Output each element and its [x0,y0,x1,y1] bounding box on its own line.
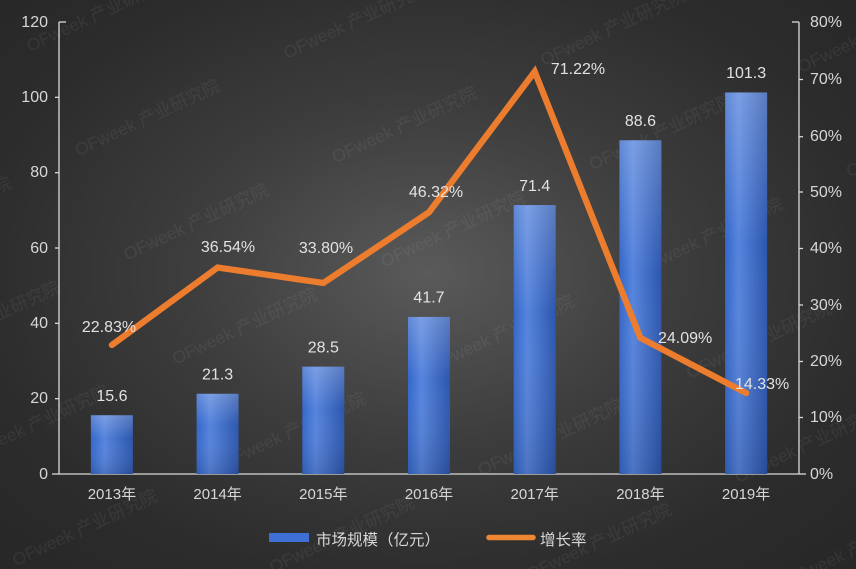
svg-text:增长率: 增长率 [540,531,587,549]
svg-text:100: 100 [21,89,48,106]
svg-text:71.22%: 71.22% [551,61,605,78]
svg-text:60%: 60% [810,128,842,145]
svg-text:2014年: 2014年 [193,486,241,503]
svg-text:46.32%: 46.32% [409,184,463,201]
svg-text:80%: 80% [810,14,842,31]
svg-text:20: 20 [30,390,48,407]
svg-text:101.3: 101.3 [726,65,766,82]
svg-text:0: 0 [39,466,48,483]
svg-text:10%: 10% [810,409,842,426]
svg-text:0%: 0% [810,466,833,483]
svg-text:71.4: 71.4 [519,178,550,195]
svg-text:33.80%: 33.80% [299,240,353,257]
svg-text:20%: 20% [810,353,842,370]
svg-text:2017年: 2017年 [511,486,559,503]
svg-text:40: 40 [30,315,48,332]
svg-text:22.83%: 22.83% [82,319,136,336]
svg-text:2019年: 2019年 [722,486,770,503]
svg-text:40%: 40% [810,240,842,257]
svg-text:2018年: 2018年 [616,486,664,503]
svg-text:28.5: 28.5 [308,339,339,356]
svg-text:2015年: 2015年 [299,486,347,503]
svg-text:120: 120 [21,14,48,31]
svg-text:14.33%: 14.33% [735,376,789,393]
svg-text:15.6: 15.6 [96,388,127,405]
svg-text:60: 60 [30,240,48,257]
svg-text:24.09%: 24.09% [658,330,712,347]
svg-text:30%: 30% [810,297,842,314]
svg-text:80: 80 [30,164,48,181]
svg-text:2016年: 2016年 [405,486,453,503]
svg-text:市场规模（亿元）: 市场规模（亿元） [316,531,440,549]
svg-text:2013年: 2013年 [88,486,136,503]
svg-text:88.6: 88.6 [625,113,656,130]
svg-text:41.7: 41.7 [413,290,444,307]
svg-text:50%: 50% [810,184,842,201]
svg-text:21.3: 21.3 [202,367,233,384]
svg-text:70%: 70% [810,71,842,88]
svg-text:36.54%: 36.54% [201,239,255,256]
